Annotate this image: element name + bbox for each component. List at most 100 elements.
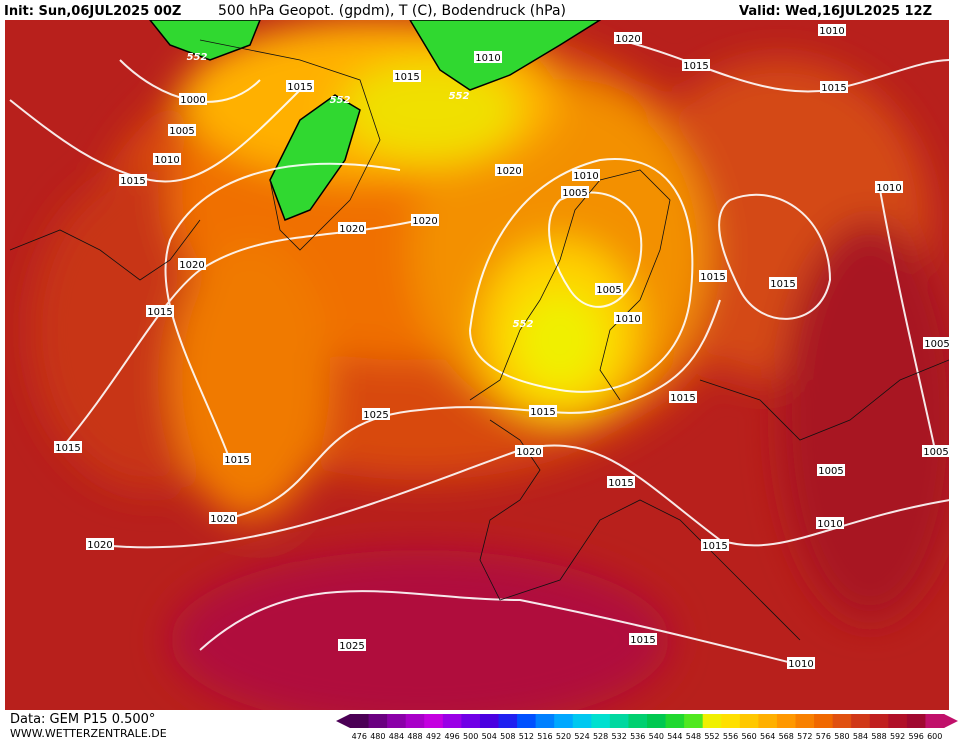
isobar-value: 1015 [530,407,555,418]
label-box [153,153,181,165]
colorbar-label: 540 [649,732,664,741]
label-box [178,258,206,270]
isobar-value: 1025 [339,641,364,652]
isobar-label: 1005 [595,283,623,296]
isobar-labels: 1010 1015 1015 552 552 552 1000 1005 1010 1015 102… [54,24,951,670]
colorbar-label: 484 [389,732,404,741]
isobar-value: 1015 [120,176,145,187]
isobar-label: 1010 [153,153,181,166]
isobar-value: 1005 [169,126,194,137]
colorbar-swatch [479,714,499,728]
isobar-value: 1020 [339,224,364,235]
isobar-value: 1015 [287,82,312,93]
label-box [682,59,710,71]
label-box [816,517,844,529]
isobar-label: 1015 [701,539,729,552]
colorbar-label: 592 [890,732,905,741]
colorbar-label: 572 [797,732,812,741]
colorbar-swatch [350,714,370,728]
colorbar-label: 532 [612,732,627,741]
colorbar-swatch [368,714,388,728]
colorbar-label: 480 [370,732,385,741]
isobar-label: 1015 [699,270,727,283]
valid-text: Valid: Wed,16JUL2025 12Z [739,4,932,19]
isobar-value: 1015 [147,307,172,318]
colorbar-swatch [628,714,648,728]
label-box [669,391,697,403]
label-box [411,214,439,226]
isobar-label: 1015 [529,405,557,418]
isobar-value: 1015 [670,393,695,404]
isobar-value: 1020 [412,216,437,227]
colorbar-swatch [814,714,834,728]
colorbar-label: 516 [537,732,552,741]
colorbar-label: 488 [407,732,422,741]
colorbar-swatch [776,714,796,728]
colorbar-swatch [535,714,555,728]
label-box [923,337,951,349]
isobar-label: 1010 [787,657,815,670]
label-box [338,639,366,651]
colorbar-swatch [665,714,685,728]
label-box [338,222,366,234]
colorbar-label: 528 [593,732,608,741]
isobar-value: 1025 [363,410,388,421]
isobar-value: 1015 [55,443,80,454]
label-box [393,70,421,82]
colorbar-swatch [591,714,611,728]
isobar-label: 1015 [146,305,174,318]
colorbar-swatch [387,714,407,728]
isobar-label: 1005 [817,464,845,477]
colorbar-swatch [758,714,778,728]
label-box [223,453,251,465]
isobar-value: 1005 [818,466,843,477]
isobar-label: 1005 [923,337,951,350]
isobar-value: 1005 [596,285,621,296]
colorbar-swatch [572,714,592,728]
label-box [119,174,147,186]
label-box [86,538,114,550]
colorbar-swatch [647,714,667,728]
colorbar-label: 504 [482,732,497,741]
isobar-label: 552 [449,91,470,102]
label-box [614,32,642,44]
isobar-label: 1010 [614,312,642,325]
colorbar-label: 536 [630,732,645,741]
label-box [769,277,797,289]
isobar-value: 1020 [615,34,640,45]
isobar-value: 1020 [179,260,204,271]
colorbar-left-arrow [336,714,350,728]
label-box [474,51,502,63]
map-area [5,20,949,710]
isobar-value: 552 [513,319,534,330]
isobar-value: 1015 [821,83,846,94]
colorbar-swatch [554,714,574,728]
colorbar-label: 476 [352,732,367,741]
label-box [54,441,82,453]
colorbar-swatch [906,714,926,728]
colorbar-swatch [869,714,889,728]
colorbar-label: 512 [519,732,534,741]
colorbar-swatch [517,714,537,728]
isobar-value: 1010 [876,183,901,194]
isobar-value: 1020 [210,514,235,525]
label-box [168,124,196,136]
colorbar-label: 580 [834,732,849,741]
isobar-value: 1015 [770,279,795,290]
colorbar-swatch [702,714,722,728]
colorbar-label: 524 [574,732,589,741]
label-box [701,539,729,551]
isobar-value: 1010 [615,314,640,325]
isobar-label: 1025 [362,408,390,421]
isobar-value: 1000 [180,95,205,106]
isobar-label: 1010 [572,169,600,182]
header-bar [0,0,959,20]
isobar-label: 1020 [495,164,523,177]
isobar-label: 1025 [338,639,366,652]
label-box [817,464,845,476]
colorbar-label: 544 [667,732,682,741]
label-box [875,181,903,193]
colorbar-label: 496 [444,732,459,741]
colorbar-swatch [795,714,815,728]
